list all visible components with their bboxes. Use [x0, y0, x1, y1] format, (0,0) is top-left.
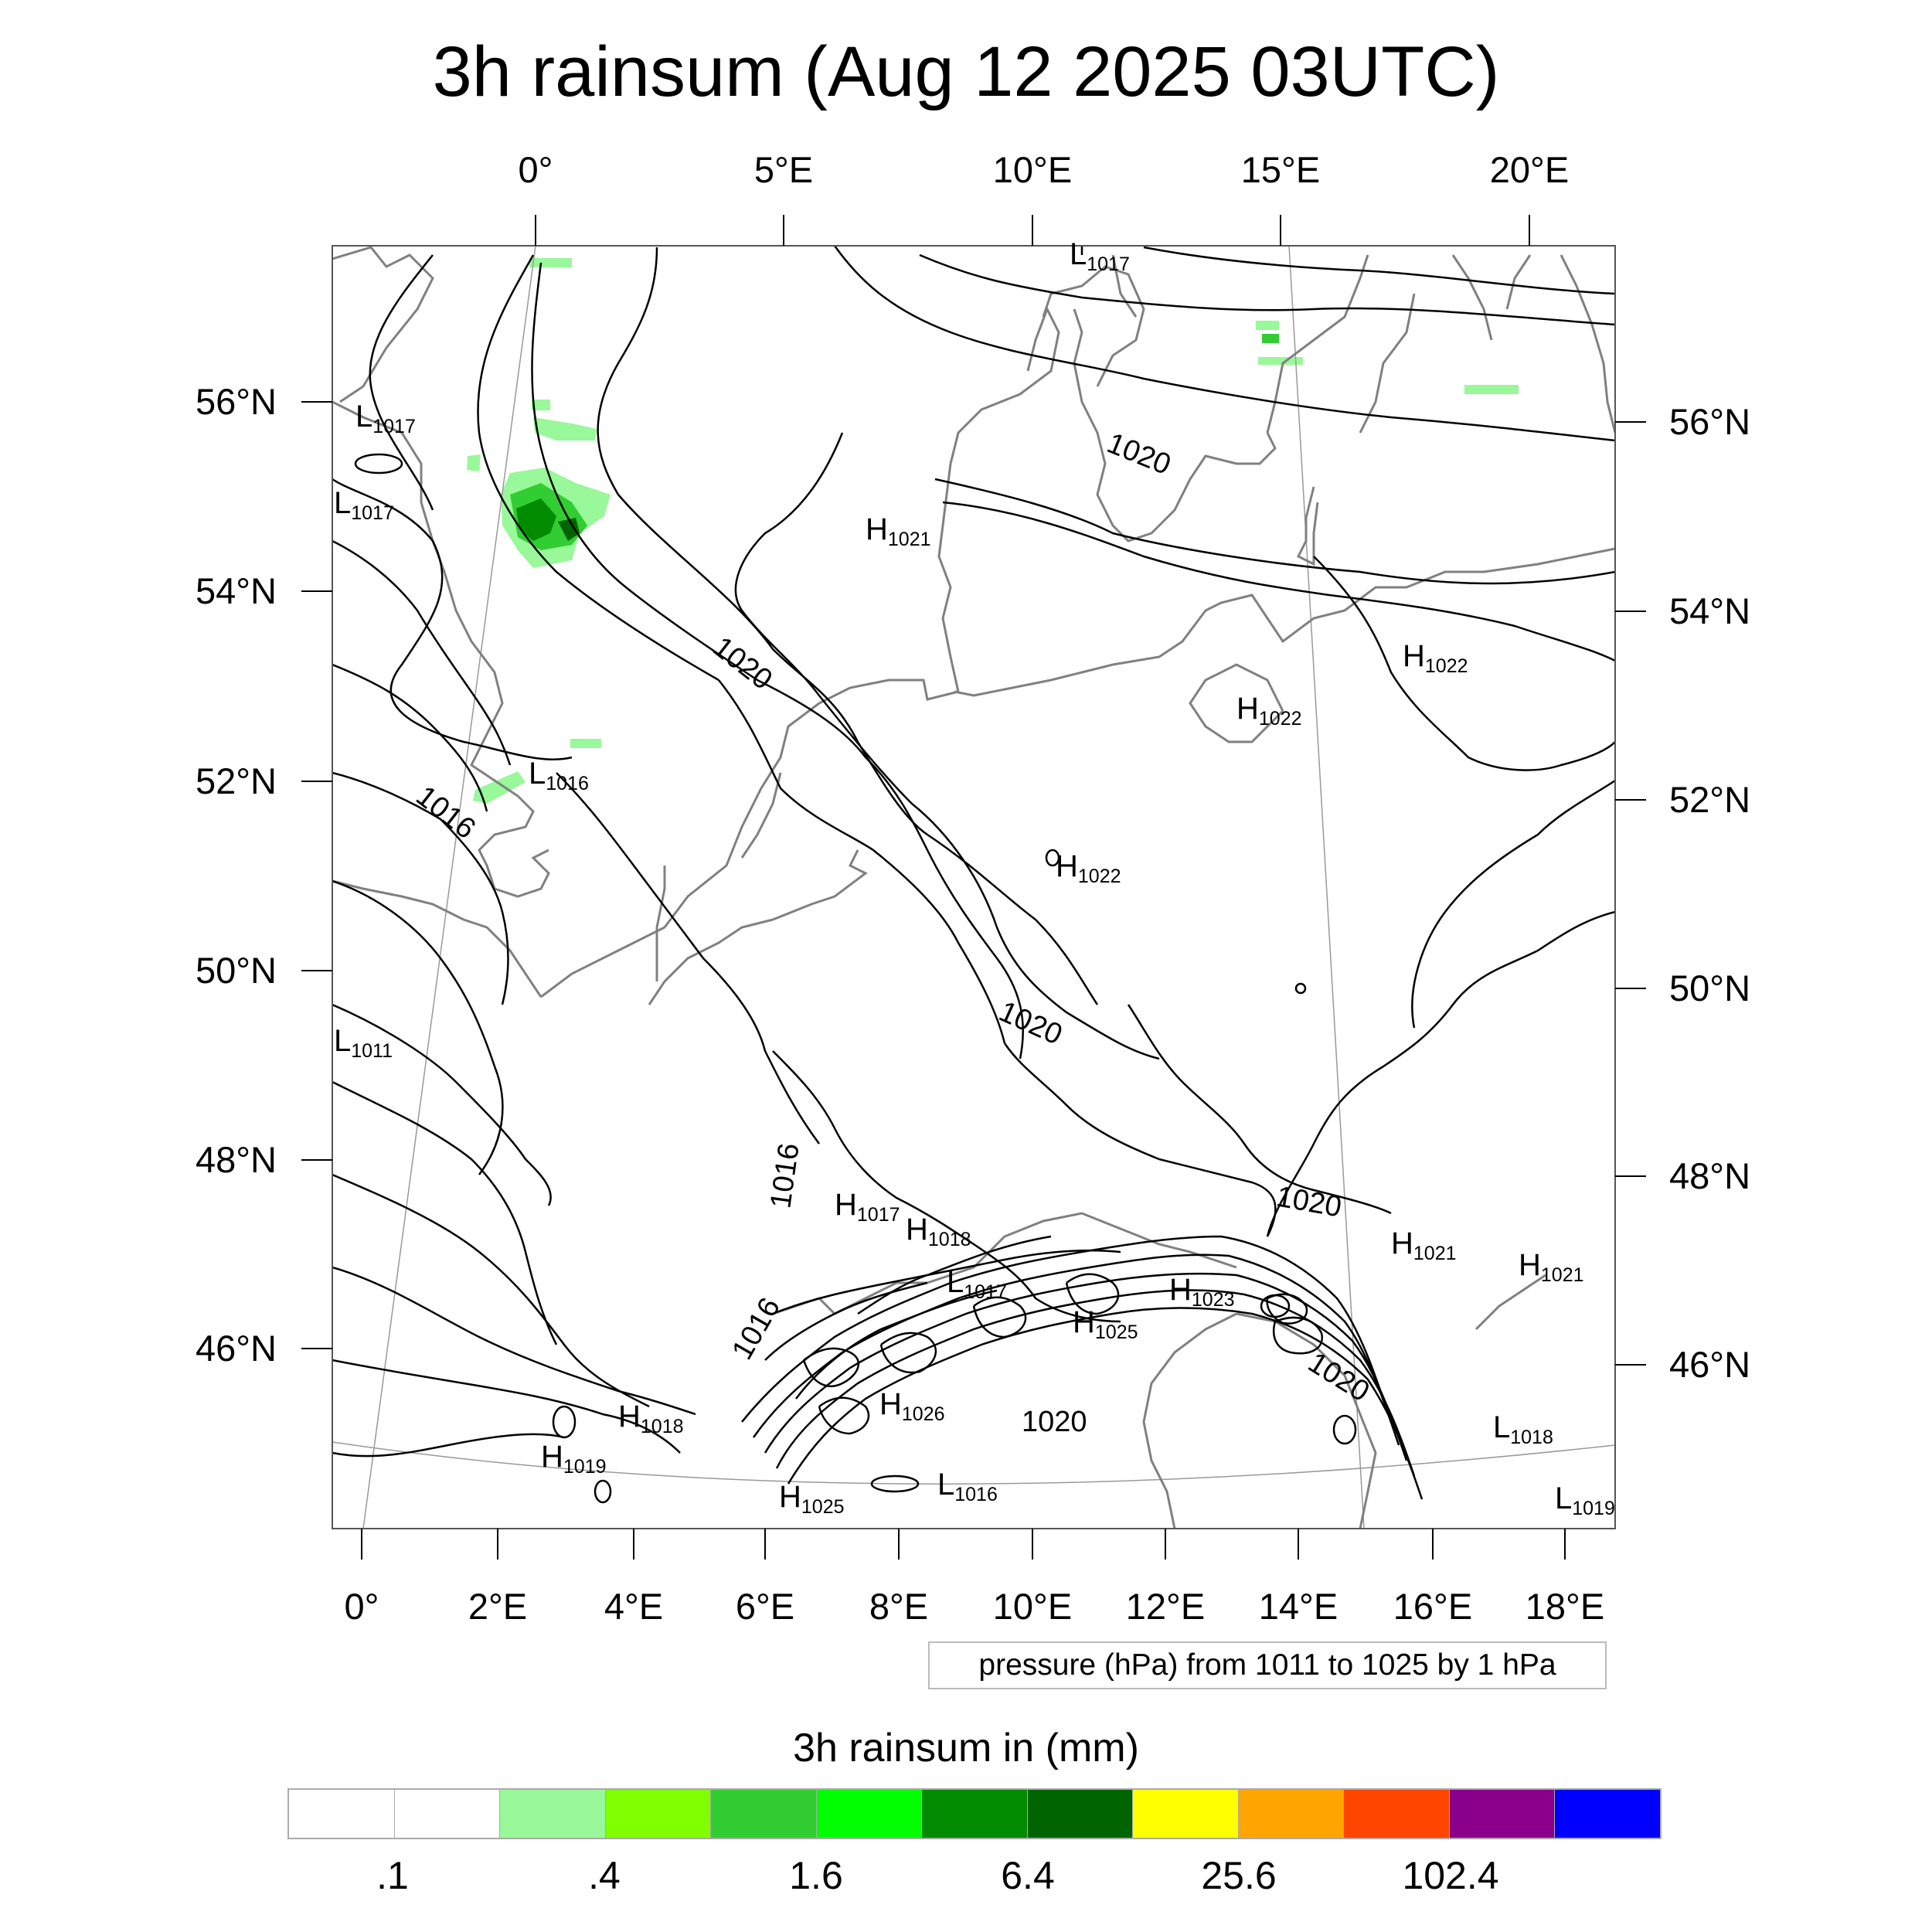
colorbar-title: 3h rainsum in (mm) — [793, 1726, 1139, 1770]
colorbar-label: 6.4 — [1001, 1854, 1055, 1897]
top-lon-label: 15°E — [1241, 149, 1320, 190]
colorbar-swatch — [500, 1790, 606, 1838]
colorbar-swatch — [1555, 1790, 1660, 1838]
right-lat-label: 56°N — [1669, 401, 1750, 442]
pressure-center-label: H1018 — [618, 1400, 684, 1437]
bottom-lon-label: 12°E — [1126, 1586, 1205, 1627]
pressure-center-label: H1023 — [1169, 1273, 1235, 1311]
bottom-lon-label: 2°E — [468, 1586, 527, 1627]
alps-isobars — [741, 1235, 1423, 1500]
colorbar-swatch — [394, 1790, 501, 1838]
colorbar-swatch — [289, 1790, 395, 1838]
coastlines — [332, 246, 1615, 1529]
bottom-lon-label: 0° — [345, 1586, 379, 1627]
pressure-center-label: L1018 — [1493, 1410, 1553, 1448]
colorbar-swatch — [605, 1790, 712, 1838]
pressure-center-label: L1017 — [334, 486, 394, 524]
pressure-center-label: H1021 — [866, 512, 931, 550]
top-lon-label: 10°E — [993, 149, 1072, 190]
pressure-center-label: L1016 — [937, 1468, 998, 1505]
isobar-label: 1020 — [1022, 1406, 1087, 1438]
pressure-contour-note: pressure (hPa) from 1011 to 1025 by 1 hP… — [928, 1641, 1607, 1689]
pressure-center-label: L1017 — [1070, 237, 1130, 275]
colorbar-swatch — [922, 1790, 1028, 1838]
tick-marks — [301, 215, 1646, 1560]
pressure-center-label: H1025 — [1073, 1305, 1138, 1343]
left-lat-label: 46°N — [196, 1328, 277, 1369]
pressure-center-label: H1025 — [779, 1480, 845, 1518]
top-lon-label: 0° — [519, 149, 553, 190]
rain-area — [467, 258, 1519, 804]
bottom-lon-label: 16°E — [1393, 1586, 1472, 1627]
left-lat-label: 48°N — [196, 1139, 277, 1180]
right-lat-label: 52°N — [1669, 779, 1750, 820]
isobar-label: 1016 — [726, 1292, 787, 1365]
bottom-lon-label: 8°E — [869, 1586, 928, 1627]
colorbar-swatch — [816, 1790, 923, 1838]
pressure-center-label: H1022 — [1236, 692, 1302, 730]
right-lat-label: 54°N — [1669, 590, 1750, 631]
left-lat-label: 50°N — [196, 950, 277, 991]
graticule — [332, 246, 1615, 1529]
colorbar-label: .1 — [376, 1854, 409, 1897]
bottom-lon-label: 18°E — [1526, 1586, 1604, 1627]
colorbar-swatch — [1238, 1790, 1345, 1838]
bottom-lon-label: 14°E — [1259, 1586, 1338, 1627]
right-lat-label: 50°N — [1669, 968, 1750, 1009]
bottom-lon-label: 4°E — [604, 1586, 663, 1627]
bottom-lon-label: 6°E — [736, 1586, 794, 1627]
pressure-centers: L1017 L1017 L1017 H1021 H1022 H1022 L101… — [334, 237, 1615, 1519]
colorbar — [287, 1788, 1662, 1839]
left-lat-labels: 56°N 54°N 52°N 50°N 48°N 46°N — [196, 381, 277, 1369]
map-title: 3h rainsum (Aug 12 2025 03UTC) — [432, 32, 1500, 111]
pressure-center-label: L1017 — [355, 400, 416, 437]
colorbar-swatch — [711, 1790, 817, 1838]
left-lat-label: 54°N — [196, 570, 277, 611]
left-lat-label: 52°N — [196, 760, 277, 801]
colorbar-label: 1.6 — [789, 1854, 843, 1897]
isobar-label: 1020 — [1103, 427, 1175, 481]
closed-isobars — [354, 453, 1357, 1504]
right-lat-labels: 56°N 54°N 52°N 50°N 48°N 46°N — [1669, 401, 1750, 1385]
pressure-center-label: H1022 — [1403, 639, 1468, 677]
colorbar-swatch — [1133, 1790, 1239, 1838]
pressure-center-label: H1026 — [879, 1387, 945, 1425]
pressure-center-label: L1017 — [947, 1265, 1007, 1303]
pressure-center-label: L1016 — [529, 757, 589, 794]
top-lon-labels: 0° 5°E 10°E 15°E 20°E — [519, 149, 1570, 190]
isobars — [332, 246, 1615, 1458]
map-content — [332, 246, 1615, 1529]
pressure-center-label: H1018 — [906, 1213, 971, 1250]
top-lon-label: 5°E — [754, 149, 813, 190]
pressure-center-label: L1019 — [1555, 1481, 1615, 1519]
colorbar-swatch — [1449, 1790, 1556, 1838]
colorbar-label: 25.6 — [1201, 1854, 1277, 1897]
plot-frame — [332, 245, 1616, 1529]
pressure-center-label: H1017 — [835, 1188, 900, 1226]
right-lat-label: 48°N — [1669, 1155, 1750, 1196]
top-lon-label: 20°E — [1490, 149, 1569, 190]
pressure-center-label: H1021 — [1391, 1226, 1457, 1264]
pressure-center-label: H1022 — [1056, 849, 1121, 887]
bottom-lon-label: 10°E — [993, 1586, 1072, 1627]
colorbar-swatch — [1027, 1790, 1134, 1838]
colorbar-label: .4 — [588, 1854, 621, 1897]
pressure-center-label: H1019 — [541, 1440, 607, 1478]
bottom-lon-labels: 0° 2°E 4°E 6°E 8°E 10°E 12°E 14°E 16°E 1… — [345, 1586, 1605, 1627]
isobar-label: 1016 — [764, 1141, 805, 1211]
pressure-center-label: H1021 — [1519, 1248, 1584, 1286]
pressure-center-label: L1011 — [334, 1024, 393, 1062]
left-lat-label: 56°N — [196, 381, 277, 422]
colorbar-label: 102.4 — [1402, 1854, 1499, 1897]
isobar-label: 1016 — [410, 780, 481, 845]
right-lat-label: 46°N — [1669, 1344, 1750, 1385]
colorbar-swatch — [1344, 1790, 1450, 1838]
isobar-label: 1020 — [1274, 1181, 1344, 1224]
